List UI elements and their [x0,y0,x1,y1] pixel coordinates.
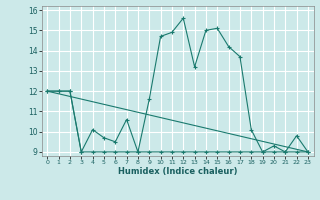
X-axis label: Humidex (Indice chaleur): Humidex (Indice chaleur) [118,167,237,176]
